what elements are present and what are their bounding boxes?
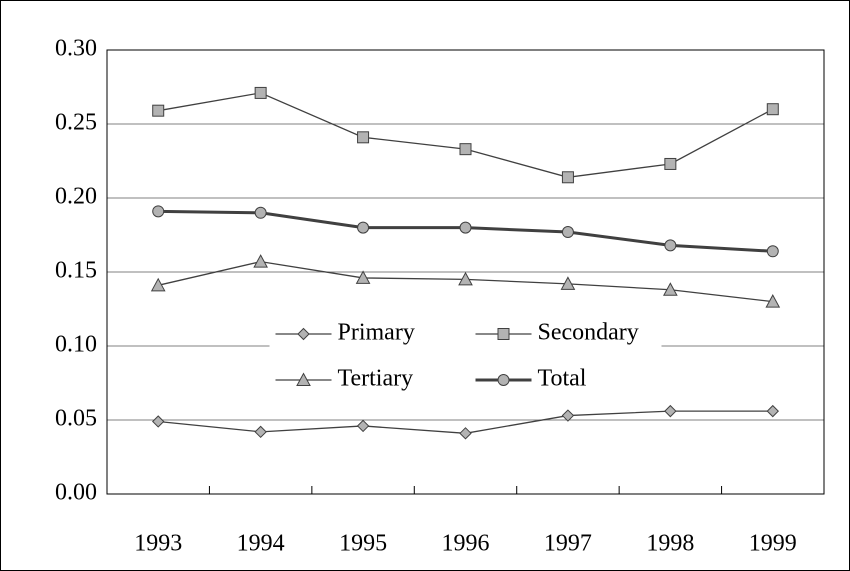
plot-frame bbox=[106, 49, 825, 495]
y-tick-label: 0.05 bbox=[55, 406, 97, 432]
data-point bbox=[458, 271, 473, 286]
data-point bbox=[664, 239, 677, 252]
x-tick-label: 1993 bbox=[134, 531, 182, 557]
data-point bbox=[766, 404, 779, 418]
y-tick-label: 0.10 bbox=[55, 332, 97, 358]
data-point bbox=[357, 131, 370, 144]
data-point bbox=[254, 425, 267, 439]
legend-label: Secondary bbox=[538, 320, 639, 346]
data-point bbox=[152, 415, 165, 428]
y-tick-label: 0.00 bbox=[55, 480, 97, 506]
x-tick-label: 1997 bbox=[544, 531, 592, 557]
legend-label: Primary bbox=[338, 320, 415, 346]
legend-marker bbox=[497, 374, 510, 386]
x-tick-label: 1998 bbox=[646, 531, 694, 557]
legend-marker bbox=[297, 327, 310, 341]
data-point bbox=[561, 226, 574, 239]
data-point bbox=[459, 221, 472, 234]
legend-label: Tertiary bbox=[338, 366, 414, 392]
data-point bbox=[459, 143, 472, 156]
data-point bbox=[254, 206, 267, 219]
data-point bbox=[561, 409, 575, 422]
x-tick-label: 1996 bbox=[442, 531, 490, 557]
data-point bbox=[152, 205, 165, 218]
y-tick-label: 0.25 bbox=[55, 110, 97, 136]
data-point bbox=[663, 282, 678, 296]
x-tick-label: 1994 bbox=[237, 531, 285, 557]
data-point bbox=[664, 157, 677, 170]
legend: Primary Secondary Tertiary Total bbox=[269, 315, 662, 403]
data-point bbox=[254, 86, 267, 99]
y-tick-label: 0.15 bbox=[55, 258, 97, 284]
data-point bbox=[765, 294, 781, 308]
y-tick-label: 0.20 bbox=[55, 184, 97, 210]
legend-box bbox=[269, 315, 662, 403]
data-point bbox=[357, 221, 370, 234]
data-point bbox=[459, 427, 472, 440]
data-point bbox=[150, 277, 166, 292]
data-point bbox=[356, 419, 370, 433]
data-point bbox=[766, 103, 779, 116]
data-point bbox=[355, 270, 371, 284]
x-tick-label: 1999 bbox=[749, 531, 797, 557]
data-point bbox=[766, 245, 779, 258]
data-point bbox=[152, 104, 165, 117]
x-tick-label: 1995 bbox=[339, 531, 387, 557]
legend-marker bbox=[296, 372, 311, 386]
data-point bbox=[560, 276, 576, 290]
y-tick-label: 0.30 bbox=[55, 36, 97, 62]
legend-label: Total bbox=[538, 366, 587, 392]
legend-marker bbox=[497, 328, 510, 340]
data-point bbox=[253, 254, 268, 268]
data-point bbox=[561, 171, 574, 184]
data-point bbox=[664, 404, 677, 418]
